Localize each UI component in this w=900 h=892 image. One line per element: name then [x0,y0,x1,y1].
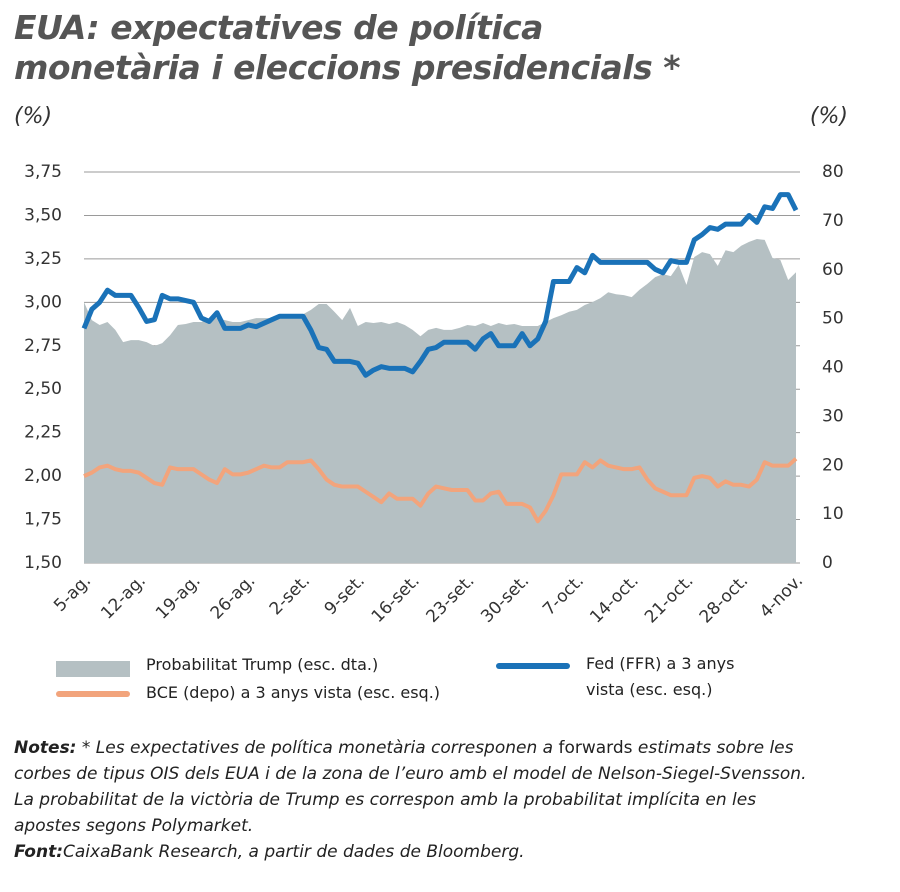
x-tick-label: 30-set. [477,571,533,627]
x-tick-label: 12-ag. [97,571,150,624]
y-tick-label: 2,75 [24,336,62,356]
legend-item: Probabilitat Trump (esc. dta.) [56,655,496,683]
x-tick-label: 26-ag. [207,571,260,624]
chart-title: EUA: expectatives de política monetària … [14,8,681,87]
y2-tick-label: 10 [822,504,844,524]
y2-tick-label: 70 [822,211,844,231]
legend-item: Fed (FFR) a 3 anys vista (esc. esq.) [496,654,756,711]
x-tick-label: 16-set. [368,571,424,627]
x-tick-label: 14-oct. [586,571,643,628]
y2-tick-label: 40 [822,358,844,378]
y-tick-label: 3,25 [24,249,62,269]
area [84,238,796,564]
x-tick-label: 2-set. [266,571,314,619]
x-tick-label: 4-nov. [756,571,807,622]
notes: Notes: * Les expectatives de política mo… [14,735,814,865]
x-tick-label: 5-ag. [50,571,95,616]
x-tick-label: 7-oct. [539,571,588,620]
chart: (%) (%) 1,50 1,75 2,00 2,25 2,50 2,75 3,00 3,25 3,… [14,104,848,628]
y2-tick-label: 50 [822,309,844,329]
y-tick-label: 3,00 [24,292,62,312]
x-tick-label: 9-set. [321,571,369,619]
legend-swatch [56,661,130,677]
line [83,457,798,524]
source-label: Font: [14,842,63,862]
y-tick-label: 3,75 [24,162,62,182]
notes-text-1: * Les expectatives de política monetària… [81,738,559,758]
notes-text-3: estimats sobre les corbes de tipus OIS d… [14,738,807,836]
y2-tick-label: 60 [822,260,844,280]
legend-label: BCE (depo) a 3 anys vista (esc. esq.) [146,683,441,702]
x-tick-label: 28-oct. [696,571,753,628]
x-tick-label: 21-oct. [641,571,698,628]
legend-swatch [496,663,570,669]
y-axis-label: (%) [14,104,52,129]
y2-tick-label: 80 [822,162,844,182]
y2-axis-label: (%) [810,104,848,129]
y2-tick-label: 20 [822,455,844,475]
legend-item: BCE (depo) a 3 anys vista (esc. esq.) [56,683,496,711]
y-tick-label: 3,50 [24,205,62,225]
y2-tick-label: 0 [822,553,833,573]
notes-text: Notes: * Les expectatives de política mo… [14,735,814,839]
legend-label: Fed (FFR) a 3 anys vista (esc. esq.) [586,654,735,699]
y-tick-label: 2,00 [24,466,62,486]
y-tick-label: 1,50 [24,553,62,573]
source-text: CaixaBank Research, a partir de dades de… [63,842,525,862]
x-tick-label: 19-ag. [152,571,205,624]
y-tick-label: 2,25 [24,423,62,443]
notes-label: Notes: [14,738,77,758]
legend: Probabilitat Trump (esc. dta.) BCE (depo)… [56,654,816,711]
y-tick-label: 2,50 [24,379,62,399]
y-tick-label: 1,75 [24,510,62,530]
notes-text-2: forwards [558,738,633,758]
y2-tick-label: 30 [822,406,844,426]
source: Font:CaixaBank Research, a partir de dad… [14,839,814,865]
legend-swatch [56,691,130,697]
x-tick-label: 23-set. [422,571,478,627]
line [81,192,799,378]
legend-label: Probabilitat Trump (esc. dta.) [146,655,379,674]
